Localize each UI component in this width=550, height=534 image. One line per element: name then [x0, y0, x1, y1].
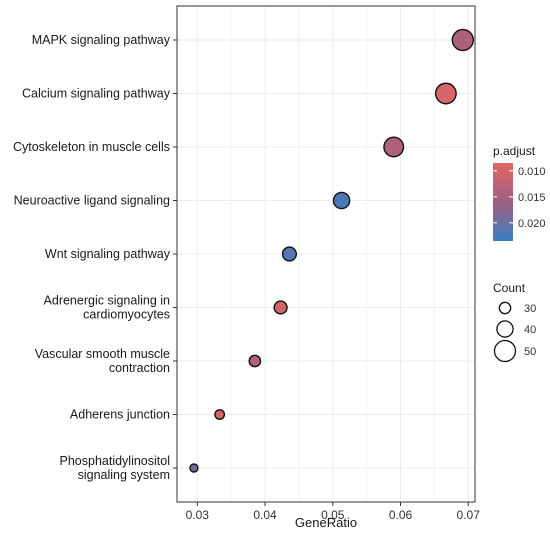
- data-point: [281, 246, 298, 262]
- category-label: Neuroactive ligand signaling: [14, 194, 170, 208]
- category-label: cardiomyocytes: [83, 308, 170, 322]
- x-tick-label: 0.03: [186, 508, 210, 522]
- color-legend: p.adjust 0.010 0.015 0.020: [493, 144, 546, 241]
- data-point: [189, 463, 199, 473]
- category-label: Calcium signaling pathway: [22, 87, 171, 101]
- data-point: [248, 354, 262, 368]
- size-legend-label: 40: [524, 324, 536, 336]
- category-label: MAPK signaling pathway: [32, 33, 171, 47]
- size-legend-label: 30: [524, 303, 536, 315]
- data-point: [451, 28, 475, 52]
- color-legend-title: p.adjust: [493, 144, 536, 158]
- x-tick-label: 0.05: [321, 508, 345, 522]
- size-legend: Count 30 40 50: [493, 281, 536, 363]
- category-label: contraction: [109, 361, 170, 375]
- size-legend-circle: [498, 301, 512, 315]
- color-legend-label: 0.015: [518, 192, 546, 204]
- size-legend-circle: [496, 320, 514, 338]
- data-point: [332, 191, 351, 210]
- data-points: [189, 28, 475, 473]
- color-legend-label: 0.010: [518, 166, 546, 178]
- x-axis-title: GeneRatio: [295, 515, 357, 530]
- y-axis: MAPK signaling pathway Calcium signaling …: [13, 33, 177, 482]
- category-label: Vascular smooth muscle: [35, 347, 170, 361]
- x-axis: 0.03 0.04 0.05 0.06 0.07: [186, 502, 481, 522]
- x-tick-label: 0.06: [389, 508, 413, 522]
- category-label: Phosphatidylinositol: [60, 454, 171, 468]
- x-tick-label: 0.07: [457, 508, 481, 522]
- data-point: [434, 82, 457, 105]
- grid-lines: [178, 7, 474, 501]
- size-legend-title: Count: [493, 281, 526, 295]
- data-point: [214, 409, 226, 420]
- category-label: Adrenergic signaling in: [44, 294, 171, 308]
- size-legend-circle: [493, 339, 517, 363]
- size-legend-label: 50: [524, 346, 536, 358]
- data-point: [273, 300, 288, 315]
- x-tick-label: 0.04: [253, 508, 277, 522]
- category-label: Wnt signaling pathway: [45, 247, 171, 261]
- data-point: [383, 136, 405, 158]
- color-legend-label: 0.020: [518, 218, 546, 230]
- category-label: Cytoskeleton in muscle cells: [13, 140, 170, 154]
- category-label: signaling system: [78, 468, 170, 482]
- color-legend-bar: [493, 163, 513, 241]
- category-label: Adherens junction: [70, 408, 170, 422]
